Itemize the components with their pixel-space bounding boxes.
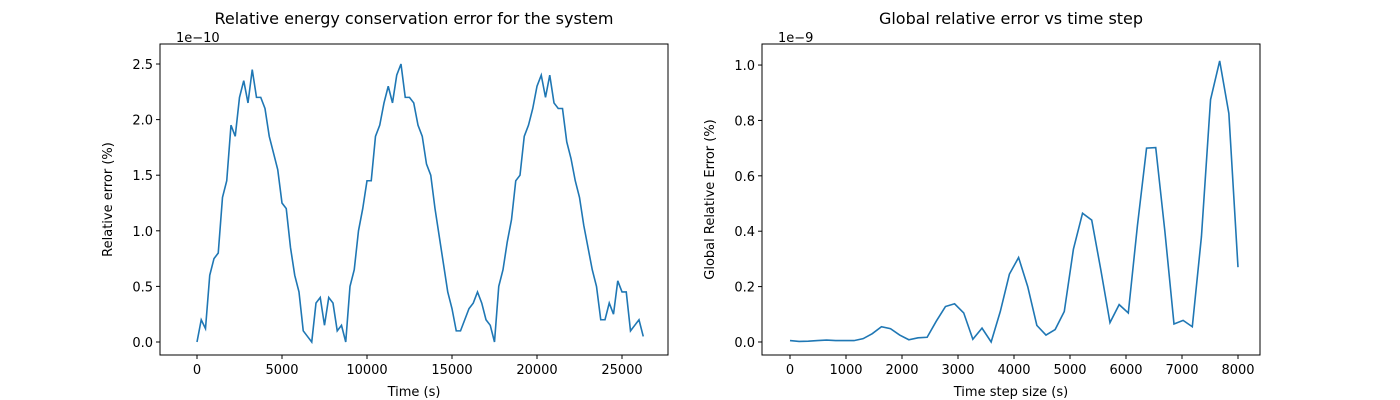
axes-frame [159,43,669,356]
y-axis-label: Global Relative Error (%) [703,119,718,279]
y-tick-label: 2.5 [132,58,153,73]
x-tick-label: 4000 [997,363,1030,378]
y-tick-label: 0.0 [734,336,755,351]
y-tick-label: 0.6 [734,170,755,185]
chart-title: Relative energy conservation error for t… [214,9,613,28]
y-tick-label: 0.4 [734,225,755,240]
x-tick-label: 3000 [941,363,974,378]
offset-text: 1e−9 [778,31,813,46]
y-tick-label: 1.0 [734,59,755,74]
x-tick-label: 1000 [829,363,862,378]
x-tick-label: 20000 [516,363,557,378]
x-tick-label: 5000 [1053,363,1086,378]
x-axis-label: Time (s) [387,385,441,400]
y-tick-label: 0.5 [132,280,153,295]
x-tick-label: 0 [193,363,201,378]
y-tick-label: 0.0 [132,336,153,351]
x-tick-label: 15000 [431,363,472,378]
x-tick-label: 0 [786,363,794,378]
chart-title: Global relative error vs time step [879,9,1143,28]
x-tick-label: 5000 [265,363,298,378]
y-tick-label: 1.0 [132,225,153,240]
y-tick-label: 0.2 [734,281,755,296]
data-line [789,60,1239,344]
y-tick-label: 0.8 [734,114,755,129]
y-tick-label: 2.0 [132,114,153,129]
x-tick-label: 2000 [885,363,918,378]
offset-text: 1e−10 [176,31,220,46]
x-tick-label: 6000 [1109,363,1142,378]
axes-frame [761,43,1261,356]
x-tick-label: 8000 [1221,363,1254,378]
x-tick-label: 25000 [601,363,642,378]
x-tick-label: 10000 [346,363,387,378]
x-axis-label: Time step size (s) [953,385,1068,400]
y-tick-label: 1.5 [132,169,153,184]
data-line [196,63,645,345]
y-axis-label: Relative error (%) [101,142,116,257]
x-tick-label: 7000 [1165,363,1198,378]
